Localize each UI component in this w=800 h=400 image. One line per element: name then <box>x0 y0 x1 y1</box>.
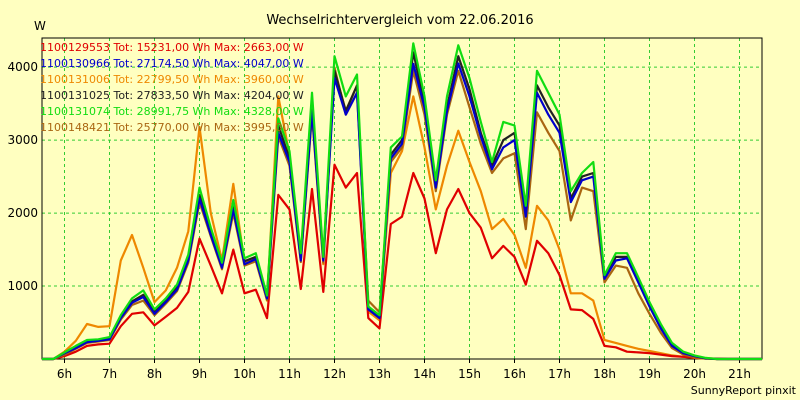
y-tick-label: 2000 <box>7 206 38 220</box>
chart-title: Wechselrichtervergleich vom 22.06.2016 <box>266 13 533 28</box>
legend-entry-1100131006: 1100131006 Tot: 22799,50 Wh Max: 3960,00… <box>40 73 304 86</box>
legend-entry-1100129553: 1100129553 Tot: 15231,00 Wh Max: 2663,00… <box>40 41 304 54</box>
x-tick-label: 6h <box>57 367 72 381</box>
series-line-1100131006 <box>42 68 762 361</box>
x-tick-label: 15h <box>458 367 481 381</box>
series-line-1100131074 <box>42 42 762 361</box>
legend-entry-1100131074: 1100131074 Tot: 28991,75 Wh Max: 4328,00… <box>40 105 304 118</box>
x-tick-label: 21h <box>728 367 751 381</box>
x-tick-label: 9h <box>192 367 207 381</box>
y-tick-label: 4000 <box>7 60 38 74</box>
y-tick-label: 1000 <box>7 279 38 293</box>
series-line-1100130966 <box>42 62 762 361</box>
legend-entry-1100148421: 1100148421 Tot: 25770,00 Wh Max: 3995,00… <box>40 121 304 134</box>
x-tick-label: 18h <box>593 367 616 381</box>
footer-credit: SunnyReport pinxit <box>691 384 797 397</box>
series-line-1100129553 <box>42 163 762 361</box>
x-tick-label: 20h <box>683 367 706 381</box>
x-tick-label: 17h <box>548 367 571 381</box>
y-tick-label: 3000 <box>7 133 38 147</box>
x-tick-label: 14h <box>413 367 436 381</box>
legend-entry-1100130966: 1100130966 Tot: 27174,50 Wh Max: 4047,00… <box>40 57 304 70</box>
y-axis-label: W <box>34 19 46 33</box>
x-tick-label: 19h <box>638 367 661 381</box>
legend-entry-1100131025: 1100131025 Tot: 27833,50 Wh Max: 4204,00… <box>40 89 304 102</box>
x-tick-label: 16h <box>503 367 526 381</box>
x-tick-label: 8h <box>147 367 162 381</box>
x-tick-label: 13h <box>368 367 391 381</box>
plot-area <box>41 37 763 360</box>
x-tick-label: 7h <box>102 367 117 381</box>
x-tick-label: 12h <box>323 367 346 381</box>
x-tick-label: 10h <box>233 367 256 381</box>
x-tick-label: 11h <box>278 367 301 381</box>
